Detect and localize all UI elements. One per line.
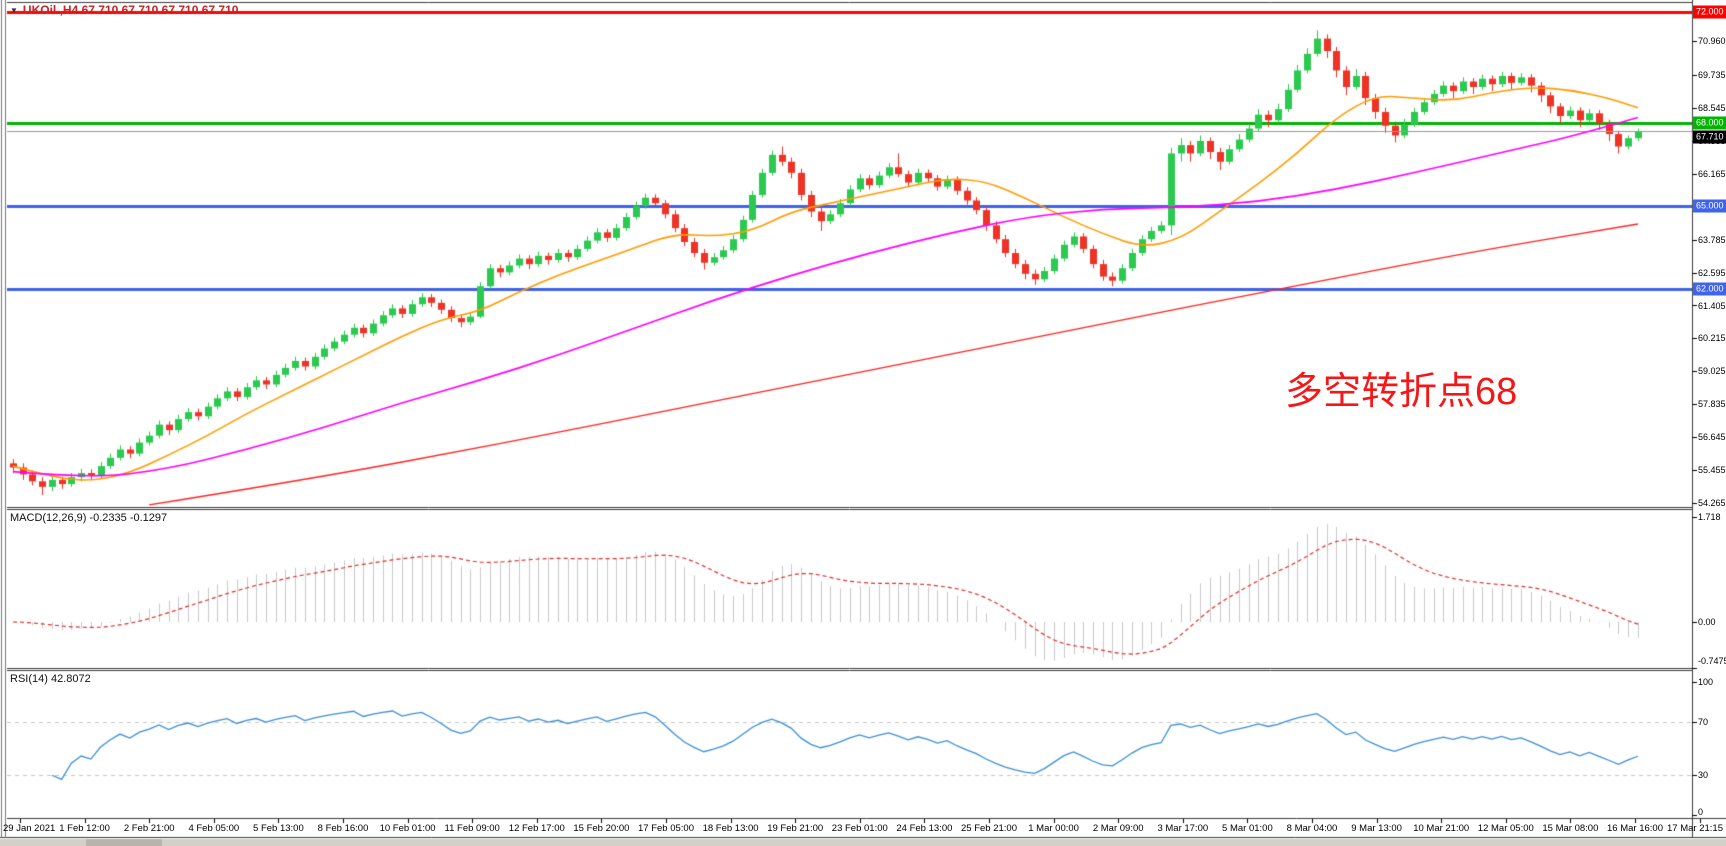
- price-level-badge: 67.710: [1693, 130, 1726, 143]
- price-tick-label: 54.265: [1698, 498, 1726, 508]
- time-axis-label: 2 Mar 09:00: [1092, 823, 1144, 834]
- time-axis-label: 3 Mar 17:00: [1157, 823, 1209, 834]
- price-tick-label: 56.645: [1698, 432, 1726, 443]
- time-axis-label: 12 Mar 05:00: [1477, 823, 1534, 834]
- price-tick-label: 69.735: [1698, 70, 1726, 80]
- price-tick-label: 61.405: [1698, 300, 1726, 311]
- time-axis-label: 5 Feb 13:00: [253, 823, 304, 834]
- rsi-scale-label: 0: [1698, 807, 1704, 817]
- rsi-scale-label: 70: [1698, 716, 1709, 727]
- time-axis-label: 1 Mar 00:00: [1028, 823, 1079, 834]
- time-axis-label: 5 Mar 01:00: [1222, 823, 1273, 834]
- time-axis-label: 1 Feb 12:00: [59, 823, 110, 834]
- time-axis-label: 17 Mar 21:15: [1667, 823, 1723, 834]
- rsi-scale-label: 30: [1698, 770, 1709, 781]
- time-axis-label: 8 Mar 04:00: [1286, 823, 1338, 834]
- time-axis-label: 17 Feb 05:00: [638, 823, 694, 834]
- time-axis-label: 10 Mar 21:00: [1413, 823, 1470, 834]
- time-axis-label: 15 Mar 08:00: [1542, 823, 1599, 834]
- price-tick-label: 63.785: [1698, 234, 1726, 245]
- time-axis-label: 19 Feb 21:00: [767, 823, 824, 834]
- price-level-badge: 72.000: [1693, 5, 1726, 19]
- price-level-badge: 62.000: [1693, 282, 1726, 296]
- price-tick-label: 59.025: [1698, 366, 1726, 377]
- macd-scale-label: -0.7475: [1698, 656, 1726, 666]
- time-axis-label: 2 Feb 21:00: [123, 823, 175, 834]
- time-axis-label: 4 Feb 05:00: [188, 823, 240, 834]
- time-axis-label: 12 Feb 17:00: [508, 823, 565, 834]
- rsi-indicator-label: RSI(14) 42.8072: [10, 673, 91, 685]
- price-tick-label: 62.595: [1698, 267, 1726, 278]
- macd-scale-label: 1.718: [1698, 512, 1721, 522]
- symbol-ohlc-text: UKOil.,H4 67.710 67.710 67.710 67.710: [22, 3, 239, 17]
- symbol-dropdown-icon[interactable]: ▼: [10, 5, 18, 15]
- macd-indicator-label: MACD(12,26,9) -0.2335 -0.1297: [10, 512, 168, 524]
- price-tick-label: 57.835: [1698, 399, 1726, 410]
- time-axis-label: 8 Feb 16:00: [317, 823, 369, 834]
- time-axis-label: 15 Feb 20:00: [573, 823, 630, 834]
- time-axis-label: 18 Feb 13:00: [702, 823, 759, 834]
- price-tick-label: 68.545: [1698, 102, 1726, 113]
- rsi-scale-label: 100: [1698, 677, 1714, 687]
- price-level-badge: 68.000: [1693, 116, 1726, 130]
- time-axis-label: 24 Feb 13:00: [896, 823, 953, 834]
- price-tick-label: 55.455: [1698, 465, 1726, 476]
- time-axis-label: 29 Jan 2021: [3, 823, 56, 834]
- price-tick-label: 70.960: [1698, 36, 1726, 47]
- time-axis-label: 11 Feb 09:00: [444, 823, 500, 834]
- symbol-ohlc-bar[interactable]: ▼ UKOil.,H4 67.710 67.710 67.710 67.710: [10, 3, 238, 17]
- time-axis-label: 10 Feb 01:00: [379, 823, 436, 834]
- time-axis-label: 9 Mar 13:00: [1351, 823, 1402, 834]
- macd-scale-label: 0.00: [1698, 617, 1716, 627]
- price-level-badge: 65.000: [1693, 199, 1726, 213]
- time-axis-label: 25 Feb 21:00: [961, 823, 1017, 834]
- price-tick-label: 66.165: [1698, 168, 1726, 179]
- chart-annotation-text: 多空转折点68: [1285, 371, 1518, 413]
- time-axis-label: 23 Feb 01:00: [831, 823, 888, 834]
- time-axis-label: 16 Mar 16:00: [1607, 823, 1663, 834]
- price-tick-label: 60.215: [1698, 333, 1726, 344]
